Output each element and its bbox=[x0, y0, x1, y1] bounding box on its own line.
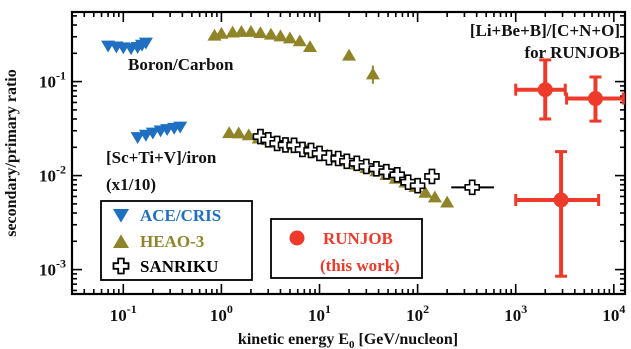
heao-3-point bbox=[427, 190, 442, 203]
heao-3-point bbox=[282, 31, 297, 44]
heao-3-point bbox=[292, 34, 307, 47]
legend-right-box bbox=[270, 218, 423, 279]
heao-3-point bbox=[214, 26, 229, 39]
legend-marker-runjob bbox=[289, 230, 305, 246]
heao-3-point bbox=[273, 29, 288, 42]
runjob-point bbox=[537, 82, 553, 98]
legend-marker-ace bbox=[113, 209, 129, 223]
heao-3-point bbox=[440, 195, 455, 208]
legend-left: ACE/CRIS HEAO-3 SANRIKU bbox=[100, 200, 253, 281]
x-tick-label-base: 10 bbox=[406, 306, 423, 325]
y-tick-label-base: 10 bbox=[39, 261, 56, 280]
x-tick-label-exponent: 0 bbox=[227, 302, 233, 316]
series-sanriku bbox=[252, 128, 494, 196]
x-axis-title: kinetic energy E0 [GeV/nucleon] bbox=[238, 331, 458, 349]
ace-cris-point bbox=[130, 132, 145, 145]
x-tick-label-exponent: 3 bbox=[521, 302, 527, 316]
x-tick-label: 101 bbox=[308, 302, 331, 325]
legend-marker-heao bbox=[113, 234, 129, 248]
x-tick-label: 10-1 bbox=[110, 302, 137, 325]
annotation-li-line1: [Li+Be+B]/[C+N+O] bbox=[470, 21, 620, 40]
x-tick-label-base: 10 bbox=[210, 306, 227, 325]
sanriku-point bbox=[269, 135, 285, 152]
series-runjob bbox=[514, 58, 625, 278]
data-series bbox=[101, 24, 625, 278]
y-axis-title: secondary/primary ratio bbox=[3, 69, 20, 237]
x-tick-label-base: 10 bbox=[602, 306, 619, 325]
sanriku-point bbox=[389, 166, 406, 183]
x-axis-title-units: [GeV/nucleon] bbox=[355, 331, 459, 348]
sanriku-point bbox=[368, 161, 385, 177]
heao-3-point bbox=[231, 126, 246, 139]
annotation-boron-carbon: Boron/Carbon bbox=[128, 55, 234, 74]
sanriku-point bbox=[378, 163, 395, 180]
annotation-sc-iron-line1: [Sc+Ti+V]/iron bbox=[106, 148, 217, 167]
sanriku-point bbox=[424, 168, 440, 185]
heao-3-point bbox=[263, 27, 278, 40]
ace-cris-point bbox=[173, 121, 188, 134]
sanriku-point bbox=[358, 158, 375, 175]
x-tick-label: 100 bbox=[210, 302, 233, 325]
sanriku-point bbox=[409, 177, 426, 194]
x-tick-label: 104 bbox=[602, 302, 625, 325]
heao-3-point bbox=[241, 128, 256, 141]
x-axis-title-main: kinetic energy E bbox=[238, 331, 349, 348]
x-tick-label-base: 10 bbox=[110, 306, 127, 325]
sanriku-point bbox=[400, 174, 416, 191]
x-axis-title-sub: 0 bbox=[349, 339, 355, 349]
sanriku-point bbox=[330, 150, 346, 167]
y-tick-label-base: 10 bbox=[39, 73, 56, 92]
heao-3-point bbox=[234, 24, 249, 37]
sanriku-point bbox=[303, 142, 319, 159]
y-tick-label: 10-1 bbox=[39, 69, 66, 92]
legend-label-runjob-note: (this work) bbox=[320, 256, 400, 275]
sanriku-point bbox=[339, 153, 355, 170]
x-tick-label-exponent: 4 bbox=[619, 302, 625, 316]
y-tick-label-exponent: -2 bbox=[56, 163, 66, 177]
y-tick-label-exponent: -3 bbox=[56, 257, 66, 271]
legend-label-sanriku: SANRIKU bbox=[140, 257, 218, 276]
sanriku-point bbox=[294, 141, 311, 158]
x-tick-label: 102 bbox=[406, 302, 429, 325]
x-tick-label: 103 bbox=[504, 302, 527, 325]
series-ace-cris bbox=[101, 37, 188, 145]
y-tick-label-exponent: -1 bbox=[56, 69, 66, 83]
x-tick-label-exponent: -1 bbox=[127, 302, 137, 316]
annotation-sc-iron-line2: (x1/10) bbox=[106, 175, 156, 194]
heao-3-point bbox=[365, 67, 380, 80]
runjob-point bbox=[587, 91, 603, 107]
x-tick-label-exponent: 2 bbox=[423, 302, 429, 316]
heao-3-point bbox=[418, 185, 433, 198]
sanriku-point bbox=[464, 179, 480, 196]
x-tick-label-base: 10 bbox=[504, 306, 521, 325]
legend-right: RUNJOB (this work) bbox=[270, 218, 423, 279]
heao-3-point bbox=[342, 48, 357, 61]
sanriku-point bbox=[349, 155, 365, 172]
heao-3-point bbox=[253, 26, 268, 39]
ace-cris-point bbox=[138, 37, 153, 50]
legend-label-runjob: RUNJOB bbox=[323, 229, 393, 248]
x-tick-label-base: 10 bbox=[308, 306, 325, 325]
x-tick-label-exponent: 1 bbox=[325, 302, 331, 316]
runjob-point bbox=[553, 192, 569, 208]
legend-cross-shape bbox=[112, 257, 130, 275]
y-tick-label: 10-2 bbox=[39, 163, 66, 186]
heao-3-point bbox=[302, 40, 317, 52]
legend-marker-sanriku bbox=[112, 257, 130, 275]
y-tick-label: 10-3 bbox=[39, 257, 66, 280]
heao-3-point bbox=[222, 126, 237, 139]
axis-ticks bbox=[71, 12, 625, 294]
ace-cris-point bbox=[145, 127, 160, 140]
legend-label-ace: ACE/CRIS bbox=[140, 206, 221, 225]
y-tick-label-base: 10 bbox=[39, 167, 56, 186]
sanriku-point bbox=[260, 132, 277, 148]
annotation-li-line2: for RUNJOB bbox=[524, 43, 620, 62]
heao-3-point bbox=[243, 24, 258, 37]
legend-label-heao: HEAO-3 bbox=[140, 232, 204, 251]
